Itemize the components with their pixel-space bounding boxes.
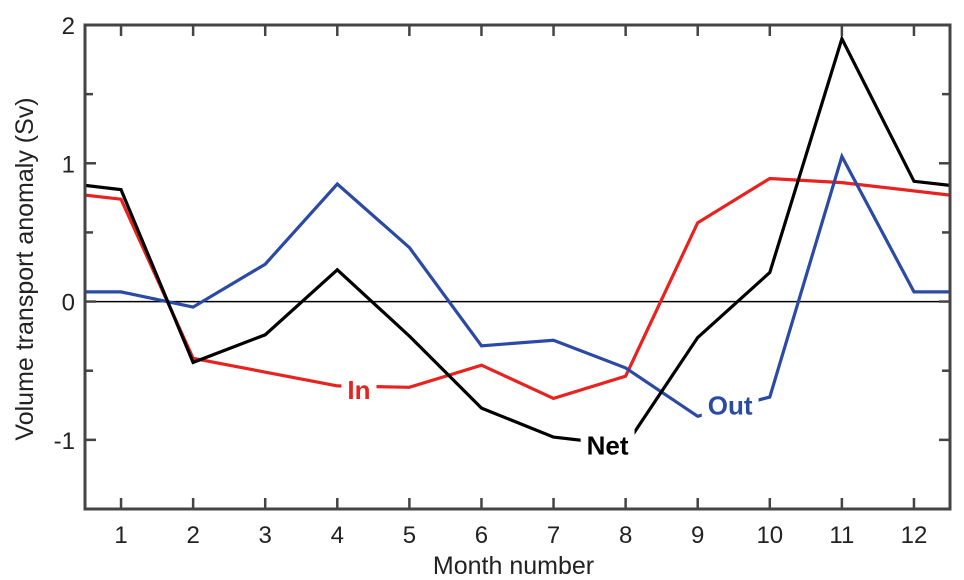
x-tick-label: 7	[547, 522, 560, 549]
series-label-bg-in	[341, 373, 377, 408]
x-tick-label: 2	[186, 522, 199, 549]
y-tick-label: -1	[54, 428, 75, 455]
x-tick-label: 4	[331, 522, 344, 549]
series-line-out	[85, 152, 950, 419]
x-tick-label: 6	[475, 522, 488, 549]
series-line-net	[85, 34, 950, 448]
x-axis-title: Month number	[433, 552, 594, 580]
series-label-out: Out	[708, 390, 753, 420]
series-label-layer: In Out Net	[341, 373, 759, 463]
x-tick-label: 9	[691, 522, 704, 549]
y-tick-label: 2	[62, 13, 75, 40]
x-tick-label: 10	[756, 522, 783, 549]
series-layer	[85, 34, 950, 448]
x-tick-label: 3	[259, 522, 272, 549]
series-label-bg-out	[701, 388, 759, 423]
y-tick-label: 0	[62, 290, 75, 317]
x-tick-label: 5	[403, 522, 416, 549]
x-tick-label: 8	[619, 522, 632, 549]
series-label-net: Net	[587, 430, 629, 460]
series-line-in	[85, 176, 950, 401]
series-label-bg-net	[580, 428, 635, 463]
x-tick-label: 12	[901, 522, 928, 549]
axes-frame	[83, 23, 952, 511]
x-tick-label: 1	[114, 522, 127, 549]
x-tick-label: 11	[829, 522, 854, 549]
axes-layer	[83, 23, 952, 511]
y-tick-label: 1	[62, 151, 75, 178]
series-label-in: In	[347, 375, 370, 405]
y-axis-title: Volume transport anomaly (Sv)	[11, 97, 39, 440]
